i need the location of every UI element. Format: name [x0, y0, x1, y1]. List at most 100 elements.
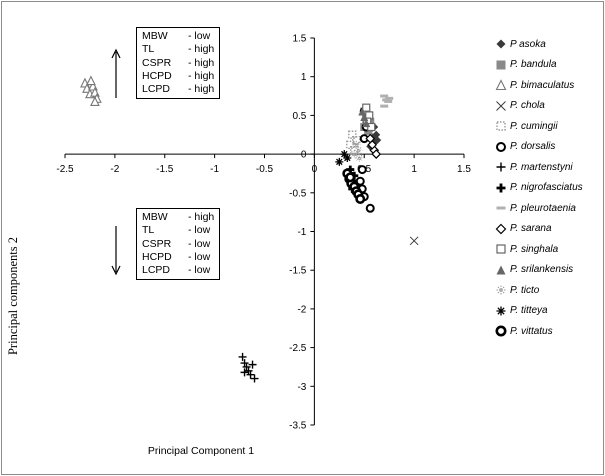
legend-label: P. srilankensis	[510, 264, 574, 276]
trait-level: - low	[188, 237, 211, 250]
trait-label: TL	[142, 43, 155, 56]
legend-marker	[496, 244, 506, 254]
legend-marker	[495, 223, 507, 235]
legend-item: P asoka	[494, 34, 583, 55]
legend-marker-shape	[495, 223, 507, 235]
legend-item: P. pleurotaenia	[494, 198, 583, 219]
legend-marker	[496, 100, 506, 111]
y-tick-label: -1	[297, 227, 306, 238]
legend-label: P. chola	[510, 100, 545, 112]
y-tick-label: 1.5	[292, 34, 306, 45]
legend-marker-shape	[495, 79, 507, 91]
legend-item: P. titteya	[494, 301, 583, 322]
legend-marker-shape	[496, 141, 506, 152]
legend-item: P. chola	[494, 96, 583, 117]
legend-marker	[496, 141, 506, 152]
legend-marker-shape	[496, 206, 506, 210]
data-point	[373, 136, 382, 145]
legend-marker	[495, 325, 507, 337]
legend-marker-shape	[496, 162, 506, 172]
legend-label: P. vittatus	[510, 325, 553, 337]
legend-marker	[496, 306, 506, 316]
legend-label: P. titteya	[510, 305, 548, 317]
legend-marker	[496, 206, 506, 210]
y-tick-label: 0.5	[292, 111, 306, 122]
legend: P asoka P. bandula P. bimaculatus P. chola P…	[494, 34, 583, 342]
legend-item: P. bandula	[494, 55, 583, 76]
data-point	[240, 359, 249, 368]
data-point	[382, 98, 391, 102]
legend-marker-shape	[496, 183, 506, 193]
data-point	[371, 149, 382, 159]
legend-item: P. dorsalis	[494, 137, 583, 158]
annotation-box-lower: MBW - high TL - low CSPR - low HCPD - low LC…	[136, 208, 221, 281]
data-point	[335, 157, 344, 166]
trait-row: MBW - low	[142, 30, 214, 43]
x-ticks: -2.5-2-1.5-1-0.500.511.5	[56, 154, 471, 175]
data-point	[384, 99, 393, 103]
trait-label: HCPD	[142, 69, 172, 82]
legend-item: P. sarana	[494, 219, 583, 240]
data-point	[362, 103, 371, 112]
trait-level: - low	[188, 224, 211, 237]
trait-row: LCPD - low	[142, 264, 214, 277]
y-tick-label: -1.5	[289, 266, 307, 277]
trait-level: - low	[188, 264, 211, 277]
legend-label: P. ticto	[510, 284, 540, 296]
trait-label: LCPD	[142, 83, 171, 96]
series-p-titteya	[335, 150, 352, 166]
trait-level: - high	[188, 83, 215, 96]
y-tick-label: -2.5	[289, 343, 307, 354]
legend-label: P. pleurotaenia	[510, 202, 576, 214]
data-point	[355, 153, 364, 162]
x-tick-label: -1.5	[156, 164, 174, 175]
y-tick-label: -0.5	[289, 188, 307, 199]
x-axis-title: Principal Component 1	[148, 445, 254, 457]
trait-row: TL - low	[142, 224, 214, 237]
trait-row: TL - high	[142, 43, 214, 56]
legend-marker	[496, 60, 506, 70]
series-p-pleurotaenia	[380, 94, 394, 108]
legend-item: P. martenstyni	[494, 157, 583, 178]
legend-marker	[496, 183, 506, 193]
data-point	[365, 203, 375, 213]
trait-label: MBW	[142, 30, 168, 42]
series-p-vittatus	[342, 168, 366, 204]
data-point	[355, 193, 366, 204]
up-arrow-head	[111, 48, 121, 59]
x-tick-label: 0	[312, 164, 318, 175]
legend-label: P. dorsalis	[510, 141, 556, 153]
legend-marker-shape	[496, 244, 506, 254]
trait-label: CSPR	[142, 56, 172, 69]
trait-row: MBW - high	[142, 211, 214, 224]
x-tick-label: 1	[411, 164, 417, 175]
legend-label: P. martenstyni	[510, 161, 573, 173]
y-tick-label: -2	[297, 304, 306, 315]
data-point	[244, 366, 253, 375]
series-p-sarana	[365, 133, 382, 159]
down-arrow-head	[111, 265, 121, 276]
data-point	[357, 165, 367, 175]
legend-item: P. vittatus	[494, 321, 583, 342]
data-point	[362, 119, 371, 128]
legend-marker	[496, 39, 506, 49]
legend-item: P. singhala	[494, 239, 583, 260]
data-point	[250, 374, 259, 383]
data-point	[354, 146, 363, 155]
data-point	[352, 135, 361, 145]
legend-item: P. cumingii	[494, 116, 583, 137]
legend-label: P. singhala	[510, 243, 559, 255]
direction-arrows	[111, 48, 121, 276]
trait-row: CSPR - high	[142, 57, 214, 70]
trait-level: - low	[188, 250, 211, 263]
legend-label: P. nigrofasciatus	[510, 182, 583, 194]
legend-item: P. ticto	[494, 280, 583, 301]
data-point	[346, 140, 355, 150]
y-tick-label: -3.5	[289, 421, 307, 432]
y-ticks: 1.5 1 0.5 0 -0.5 -1 -1.5 -2 -2.5 -3 -3.5	[289, 34, 315, 432]
series-p-ticto	[350, 140, 364, 162]
legend-marker-shape	[495, 325, 507, 337]
legend-marker	[496, 285, 506, 295]
trait-level: - high	[188, 211, 215, 223]
x-tick-label: 1.5	[457, 164, 471, 175]
